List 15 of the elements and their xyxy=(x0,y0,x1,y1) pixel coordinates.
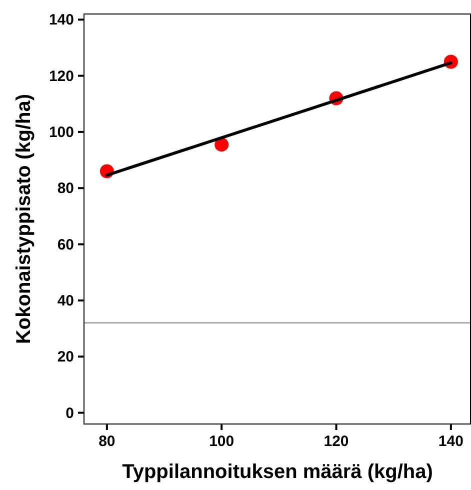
y-tick-label: 0 xyxy=(66,404,74,422)
x-tick-label: 140 xyxy=(438,433,464,450)
y-tick-label: 60 xyxy=(57,236,74,254)
x-tick-label: 100 xyxy=(209,433,234,450)
y-tick-label: 80 xyxy=(57,180,74,198)
x-axis-title: Typpilannoituksen määrä (kg/ha) xyxy=(122,461,433,483)
y-tick-label: 40 xyxy=(57,292,74,310)
x-tick-label: 120 xyxy=(324,433,349,450)
y-tick-label: 20 xyxy=(57,348,74,366)
x-tick-label: 80 xyxy=(98,433,116,450)
y-tick-label: 100 xyxy=(48,124,74,141)
point xyxy=(214,138,229,152)
y-tick-label: 120 xyxy=(48,68,74,85)
y-tick-label: 140 xyxy=(48,12,74,29)
y-axis-title: Kokonaistyppisato (kg/ha) xyxy=(13,94,35,344)
